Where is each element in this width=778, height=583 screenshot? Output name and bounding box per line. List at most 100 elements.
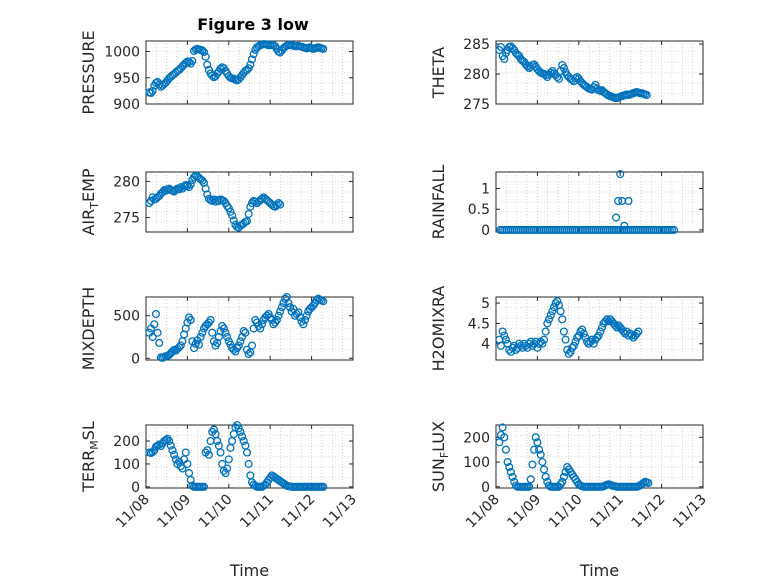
data-point (198, 328, 207, 337)
subplot-1: 900 950 1000 PRESSURE (79, 30, 354, 115)
data-point (559, 63, 568, 73)
data-point (188, 56, 197, 65)
data-point (186, 180, 195, 189)
data-point (151, 309, 160, 319)
data-point (627, 331, 636, 340)
axes-frame (495, 424, 704, 489)
y-tick-label: 0.5 (468, 202, 490, 218)
y-tick-label: 950 (113, 71, 140, 87)
data-point (272, 315, 281, 325)
data-point (175, 457, 184, 466)
y-tick-label: 100 (463, 455, 490, 471)
subplot-2: 275 280 285 THETA (429, 37, 704, 113)
y-axis-label-rest: LUX (429, 421, 448, 452)
x-tick-label: 11/09 (154, 492, 194, 532)
data-point (533, 438, 542, 447)
data-point (223, 332, 232, 342)
data-point (166, 441, 175, 450)
data-point (523, 343, 532, 352)
data-point (224, 455, 233, 464)
data-point (498, 327, 507, 336)
data-point (216, 448, 225, 457)
data-point (276, 307, 285, 316)
y-axis-label: RAINFALL (429, 165, 448, 240)
data-point (543, 319, 552, 328)
data-point (274, 199, 283, 208)
data-point (201, 52, 210, 61)
data-point (194, 340, 204, 349)
data-point (544, 315, 554, 324)
y-axis-label-main: THETA (429, 47, 448, 99)
data-point (239, 327, 248, 336)
data-point (553, 297, 562, 306)
data-point (541, 472, 550, 481)
data-point (234, 341, 243, 350)
data-point (163, 434, 172, 443)
data-point (148, 86, 157, 95)
subplot-3: 275 280 AIRTEMP (79, 168, 354, 236)
data-point (594, 331, 603, 340)
x-tick-label: 11/13 (670, 492, 710, 532)
y-axis-label: H2OMIXRA (429, 286, 448, 372)
data-point (616, 170, 625, 179)
data-point (546, 311, 555, 320)
y-tick-label: 280 (463, 67, 490, 83)
data-point (244, 349, 253, 359)
data-point (203, 446, 212, 455)
data-point (244, 459, 253, 468)
data-point (284, 298, 293, 308)
data-point (554, 74, 563, 83)
data-point (155, 338, 164, 348)
data-point (242, 448, 252, 457)
x-tick-label: 11/10 (196, 492, 236, 532)
data-series (495, 423, 653, 491)
y-tick-label: 0 (131, 351, 140, 367)
data-point (548, 307, 557, 316)
data-point (571, 337, 580, 346)
data-point (175, 343, 184, 352)
data-point (498, 423, 507, 432)
data-point (559, 327, 568, 336)
data-point (153, 441, 162, 450)
y-tick-label: 0 (131, 480, 140, 496)
y-axis-label-main: RAINFALL (429, 165, 448, 240)
y-tick-label: 900 (113, 97, 140, 113)
data-point (592, 333, 602, 342)
data-point (249, 50, 258, 59)
y-axis-label: PRESSURE (79, 30, 98, 114)
data-point (183, 459, 192, 468)
x-tick-label: 11/12 (629, 492, 669, 532)
data-point (596, 327, 605, 336)
data-point (319, 44, 328, 53)
y-tick-label: 0 (481, 480, 490, 496)
data-point (216, 64, 225, 73)
data-point (276, 200, 285, 209)
data-point (564, 349, 573, 358)
data-point (536, 450, 545, 459)
data-point (199, 482, 209, 491)
data-point (501, 445, 510, 454)
x-tick-label: 11/09 (504, 492, 544, 532)
y-axis-label-main: AIR (79, 209, 98, 236)
data-series (145, 292, 328, 362)
data-point (597, 323, 607, 332)
y-axis-label: AIRTEMP (79, 168, 101, 235)
data-point (272, 201, 281, 210)
data-point (642, 90, 651, 100)
data-point (506, 347, 515, 356)
grid (496, 172, 703, 232)
data-point (505, 462, 514, 472)
data-point (196, 332, 205, 342)
data-point (181, 448, 190, 457)
y-tick-label: 1 (481, 182, 490, 198)
data-point (277, 303, 286, 312)
data-point (644, 479, 653, 488)
data-point (198, 176, 207, 185)
subplot-8: 0 100 200 11/08 11/09 11/10 11/11 11/12 11/13 SUN… (429, 421, 710, 580)
data-point (153, 328, 162, 337)
data-point (299, 320, 308, 329)
data-point (251, 197, 260, 206)
data-point (639, 479, 648, 488)
